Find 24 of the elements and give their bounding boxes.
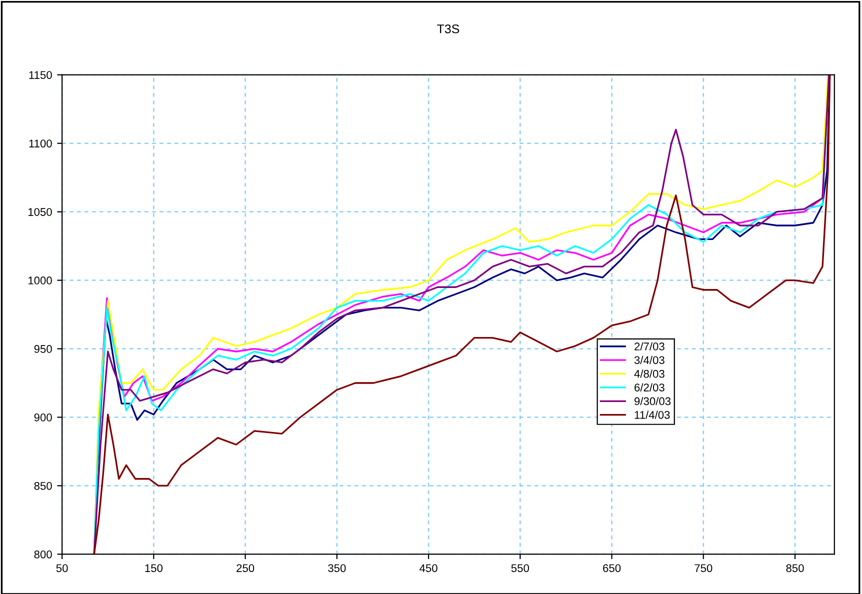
x-tick-label: 50 [56, 564, 68, 572]
legend-label: 4/8/03 [634, 370, 664, 378]
legend-label: 6/2/03 [634, 383, 664, 392]
y-tick-label: 800 [34, 550, 52, 558]
x-tick-label: 850 [786, 564, 804, 572]
legend-label: 2/7/03 [634, 342, 664, 350]
y-tick-label: 950 [34, 345, 52, 353]
y-tick-label: 1000 [28, 276, 52, 284]
x-tick-label: 150 [145, 564, 163, 572]
legend-label: 3/4/03 [634, 356, 664, 364]
y-tick-label: 1050 [28, 208, 52, 216]
x-tick-label: 450 [420, 564, 438, 572]
x-tick-label: 350 [328, 564, 346, 572]
legend-label: 9/30/03 [634, 396, 671, 406]
x-tick-label: 650 [603, 564, 621, 572]
chart-title: T3S [437, 24, 460, 34]
y-tick-label: 900 [34, 414, 52, 422]
x-tick-label: 550 [511, 564, 529, 572]
y-tick-label: 1150 [29, 71, 52, 79]
x-tick-label: 250 [236, 564, 254, 572]
y-tick-label: 1100 [29, 140, 52, 148]
x-tick-label: 750 [694, 564, 712, 572]
legend-label: 11/4/03 [634, 410, 670, 419]
y-tick-label: 850 [34, 482, 52, 490]
